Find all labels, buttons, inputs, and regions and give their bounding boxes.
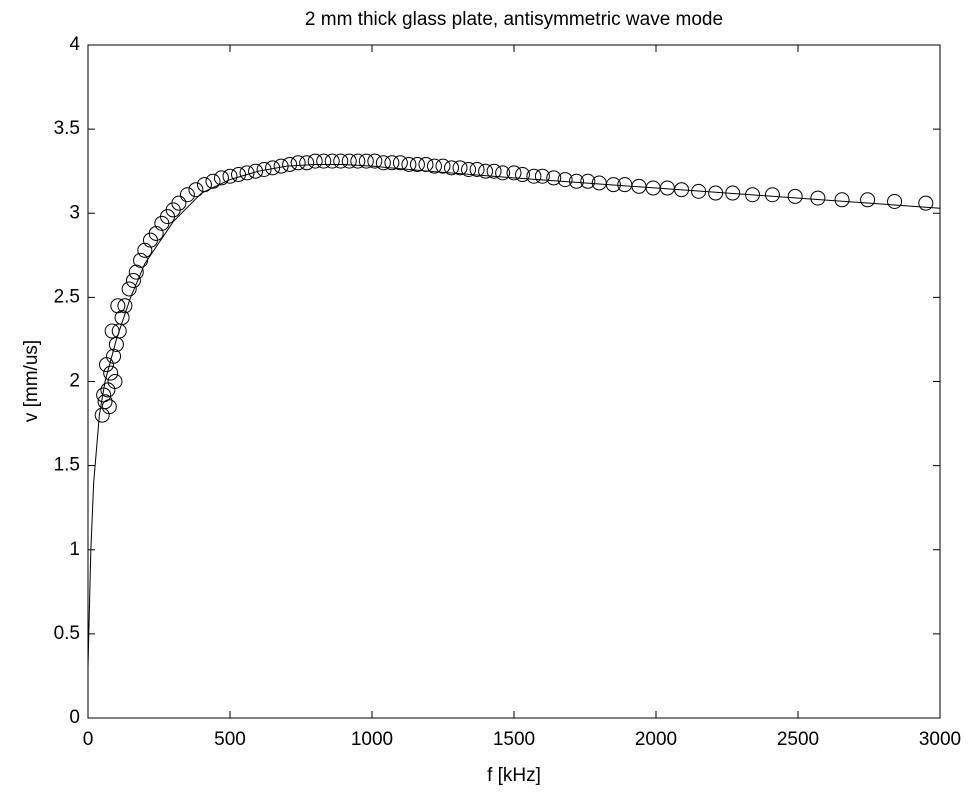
x-axis-label: f [kHz] [487, 765, 541, 786]
data-point [580, 173, 596, 189]
data-point [97, 394, 113, 410]
data-point [426, 158, 442, 174]
data-point [248, 163, 264, 179]
y-tick-label: 3 [69, 202, 80, 223]
data-point [299, 155, 315, 171]
data-point [452, 160, 468, 176]
x-tick-label: 1000 [351, 729, 393, 750]
data-point [546, 170, 562, 186]
data-point [148, 225, 164, 241]
data-point [384, 155, 400, 171]
x-tick-label: 2500 [777, 729, 819, 750]
data-point [764, 187, 780, 203]
data-point [110, 298, 126, 314]
chart-title: 2 mm thick glass plate, antisymmetric wa… [305, 9, 723, 30]
data-point [316, 153, 332, 169]
fit-line [87, 163, 941, 668]
data-point [506, 165, 522, 181]
data-point [787, 188, 803, 204]
y-tick-label: 2.5 [54, 286, 80, 307]
y-tick-label: 0.5 [54, 623, 80, 644]
data-point [107, 374, 123, 389]
data-point [128, 264, 144, 280]
data-point [401, 156, 417, 172]
data-point [418, 156, 434, 172]
data-point [486, 163, 502, 179]
data-point [205, 173, 221, 189]
data-point [222, 168, 238, 184]
data-point [125, 273, 141, 289]
plot-area [87, 44, 941, 719]
data-point [341, 153, 357, 169]
data-point [333, 153, 349, 169]
data-point [810, 190, 826, 206]
y-axis-label: v [mm/us] [21, 340, 42, 422]
data-point [435, 158, 451, 174]
data-point [137, 242, 153, 258]
data-point [256, 162, 272, 178]
data-point [534, 168, 550, 184]
data-point [121, 281, 137, 297]
data-point [350, 153, 366, 169]
data-point [375, 155, 391, 171]
x-tick-label: 3000 [919, 729, 961, 750]
data-point [392, 155, 408, 171]
y-tick-label: 0 [69, 707, 80, 728]
data-point [307, 153, 323, 169]
y-tick-label: 3.5 [54, 118, 80, 139]
data-point [568, 173, 584, 189]
data-point [213, 170, 229, 186]
y-tick-label: 1.5 [54, 455, 80, 476]
y-tick-label: 4 [69, 34, 80, 55]
data-point [478, 163, 494, 179]
y-tick-label: 1 [69, 539, 80, 560]
data-point [495, 165, 511, 181]
data-point [367, 153, 383, 169]
data-point [918, 195, 934, 211]
data-point [114, 310, 130, 326]
data-point [409, 156, 425, 172]
data-point [860, 192, 876, 208]
data-point [188, 182, 204, 198]
data-point [515, 167, 531, 183]
data-point [461, 162, 477, 178]
x-tick-label: 2000 [635, 729, 677, 750]
data-point [282, 156, 298, 172]
x-tick-label: 500 [214, 729, 246, 750]
x-tick-label: 0 [83, 729, 94, 750]
data-point [469, 162, 485, 178]
data-point [526, 168, 542, 184]
data-point [290, 155, 306, 171]
data-point [101, 399, 117, 415]
data-point [179, 187, 195, 203]
data-point [887, 193, 903, 209]
data-point [324, 153, 340, 169]
x-tick-label: 1500 [493, 729, 535, 750]
data-point [358, 153, 374, 169]
data-point [171, 195, 187, 211]
data-point [444, 160, 460, 176]
data-point [557, 172, 573, 188]
data-point [834, 192, 850, 208]
y-tick-label: 2 [69, 371, 80, 392]
data-point [103, 365, 119, 381]
